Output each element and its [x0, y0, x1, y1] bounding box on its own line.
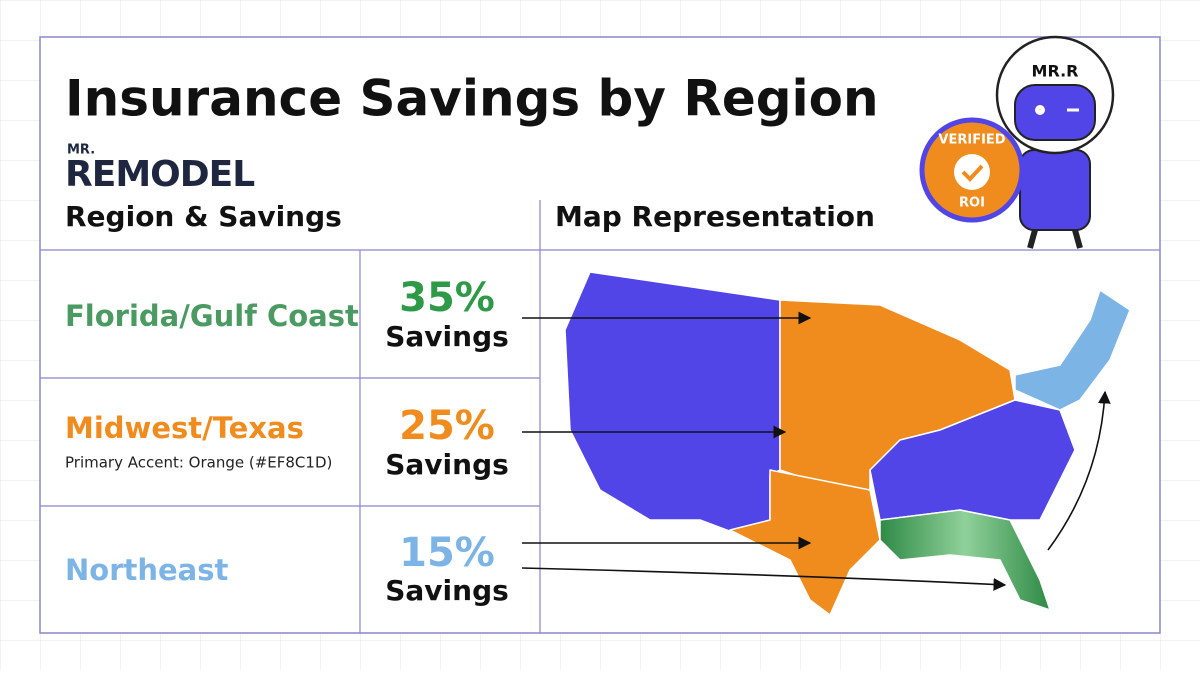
region-name: Northeast [65, 553, 229, 587]
map-gulf [879, 509, 1051, 611]
badge-check-bg [954, 154, 990, 190]
us-map [564, 271, 1131, 616]
region-note: Primary Accent: Orange (#EF8C1D) [65, 454, 332, 472]
title: Insurance Savings by Region [65, 70, 879, 128]
mascot-leg [1072, 229, 1083, 249]
logo-small: MR. [67, 143, 95, 158]
mascot-leg [1027, 229, 1038, 249]
helmet-label: MR.R [1032, 62, 1079, 81]
region-name: Florida/Gulf Coast [65, 299, 359, 333]
column-header: Map Representation [555, 200, 875, 233]
savings-label: Savings [385, 320, 509, 353]
savings-percent: 35% [399, 275, 495, 321]
savings-percent: 25% [399, 403, 495, 449]
mascot-body [1019, 149, 1091, 231]
region-name: Midwest/Texas [65, 411, 304, 445]
mascot: MR.R VERIFIED ROI [919, 35, 1115, 249]
badge-check [961, 164, 984, 182]
savings-percent: 15% [399, 530, 495, 576]
badge-top: VERIFIED [938, 133, 1005, 148]
logo-main: REMODEL [65, 154, 254, 195]
column-header: Region & Savings [65, 200, 342, 233]
mascot-face [1014, 84, 1096, 141]
arrows [521, 311, 1111, 591]
arrow [521, 567, 1007, 591]
savings-label: Savings [385, 448, 509, 481]
arrow [1047, 390, 1111, 551]
mascot-eye [1035, 105, 1045, 115]
savings-label: Savings [385, 574, 509, 607]
map-northeast [1014, 289, 1131, 411]
table-lines [40, 200, 1160, 633]
badge-bottom: ROI [959, 196, 985, 211]
